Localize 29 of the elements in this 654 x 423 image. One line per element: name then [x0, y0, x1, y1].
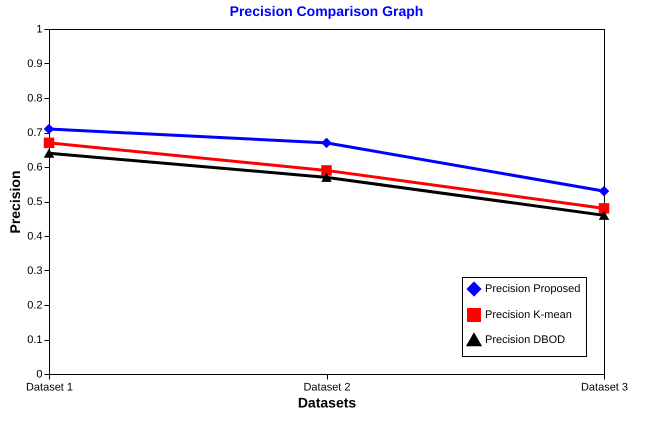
x-axis-title: Datasets: [298, 394, 356, 410]
point: [44, 138, 54, 148]
y-tick-label: 0.1: [27, 334, 42, 346]
point: [44, 148, 54, 158]
y-tick-label: 0.8: [27, 92, 42, 104]
point: [598, 210, 610, 220]
point: [321, 138, 332, 148]
chart-title: Precision Comparison Graph: [230, 3, 424, 19]
legend-label: Precision DBOD: [485, 334, 566, 346]
legend-label: Precision K-mean: [485, 309, 572, 321]
x-tick-label: Dataset 2: [303, 382, 351, 394]
y-tick-label: 1: [36, 24, 42, 36]
y-tick-label: 0.3: [27, 265, 42, 277]
point: [44, 124, 54, 134]
y-tick-label: 0: [36, 368, 42, 380]
y-tick-label: 0.7: [27, 127, 42, 139]
y-tick-label: 0.4: [27, 230, 42, 242]
y-axis-title: Precision: [7, 170, 24, 234]
point: [598, 203, 610, 214]
point: [321, 172, 332, 182]
point: [598, 186, 610, 196]
y-tick-label: 0.2: [27, 300, 42, 312]
legend-label: Precision Proposed: [485, 283, 580, 295]
point: [321, 165, 332, 176]
y-tick-label: 0.9: [27, 58, 42, 70]
x-tick-label: Dataset 1: [26, 382, 74, 394]
y-tick-label: 0.5: [27, 196, 42, 208]
y-tick-label: 0.6: [27, 162, 42, 174]
x-tick-label: Dataset 3: [580, 382, 628, 394]
